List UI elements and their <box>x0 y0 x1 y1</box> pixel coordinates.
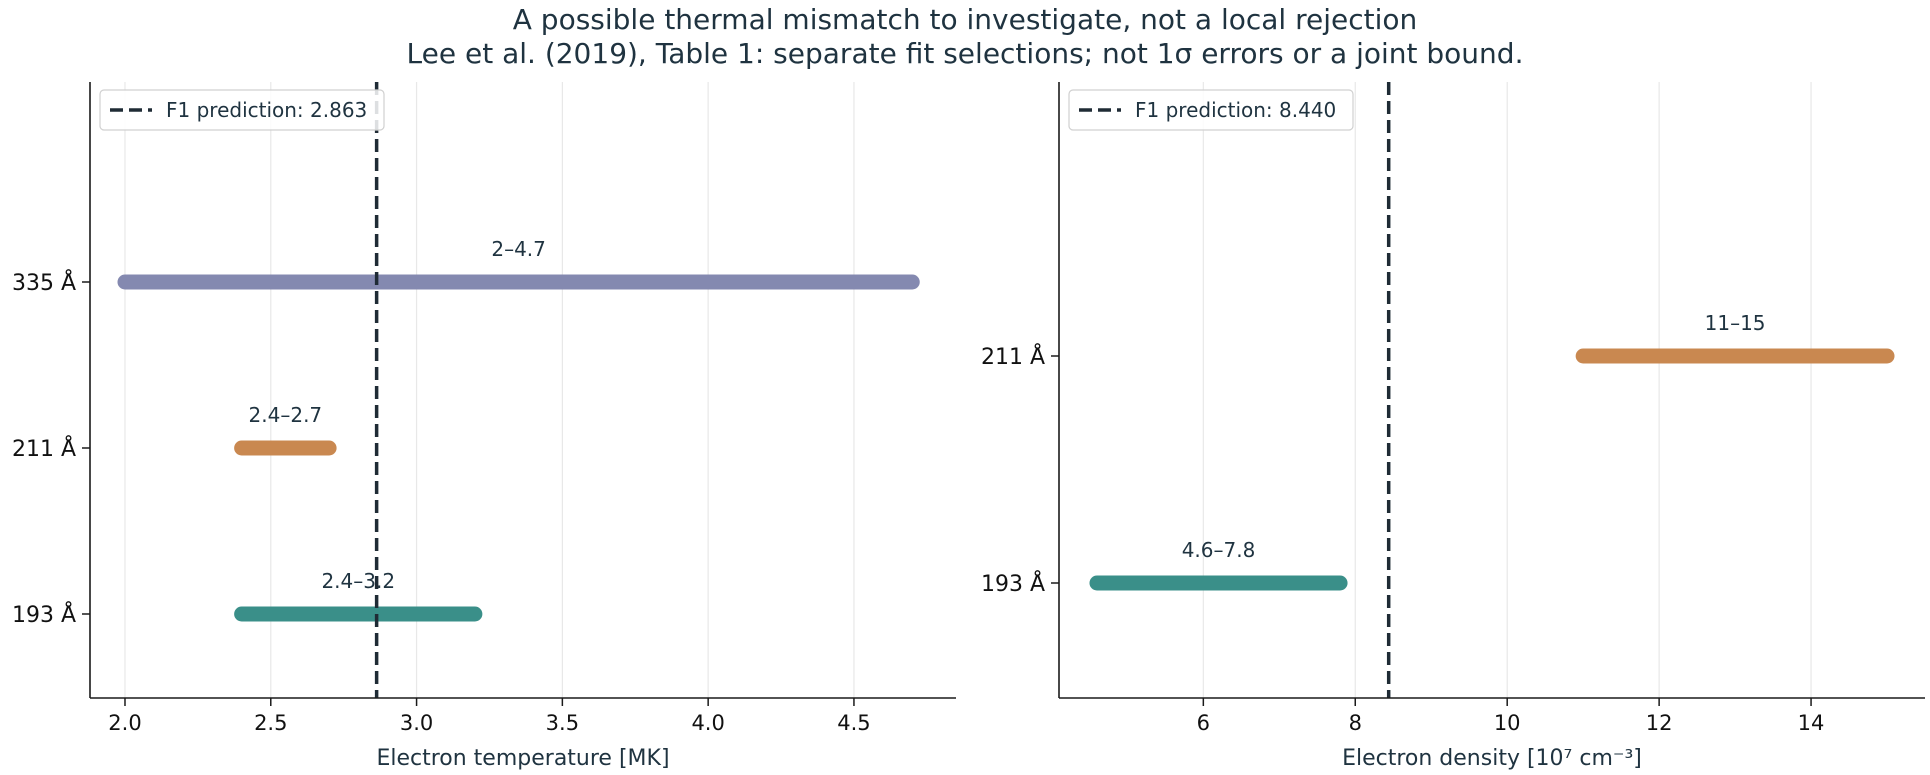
panel-1-y-tick-label: 193 Å <box>12 601 76 628</box>
panel-2-y-tick-label: 211 Å <box>981 343 1045 370</box>
panel-2-range-label: 11–15 <box>1705 311 1766 335</box>
panel-1-x-tick-label: 4.0 <box>691 711 724 735</box>
panel-1-x-axis-label: Electron temperature [MK] <box>376 746 669 771</box>
panel-2-legend-box <box>1068 89 1354 131</box>
panel-2-legend-label: F1 prediction: 8.440 <box>1135 98 1336 122</box>
panel-1-x-tick-label: 2.5 <box>254 711 287 735</box>
panel-2-x-tick-label: 6 <box>1197 711 1210 735</box>
panel-1-y-tick-label: 211 Å <box>12 435 76 462</box>
panel-1-range-label: 2.4–3.2 <box>321 569 395 593</box>
panel-1-legend-box <box>99 89 385 131</box>
panel-1-x-tick-label: 3.0 <box>400 711 433 735</box>
chart-title: A possible thermal mismatch to investiga… <box>512 3 1418 36</box>
panel-2-range-label: 4.6–7.8 <box>1182 538 1256 562</box>
panel-1-x-tick-label: 3.5 <box>546 711 579 735</box>
panel-1-legend-label: F1 prediction: 2.863 <box>166 98 367 122</box>
chart-subtitle: Lee et al. (2019), Table 1: separate fit… <box>406 37 1524 70</box>
panel-1-x-tick-label: 4.5 <box>837 711 870 735</box>
panel-2-x-axis-label: Electron density [10⁷ cm⁻³] <box>1342 746 1642 771</box>
panel-1-range-label: 2.4–2.7 <box>249 403 323 427</box>
panel-2-y-tick-label: 193 Å <box>981 570 1045 597</box>
panel-2-x-tick-label: 8 <box>1349 711 1362 735</box>
panel-2-x-tick-label: 10 <box>1494 711 1521 735</box>
panel-2-x-tick-label: 12 <box>1646 711 1673 735</box>
panel-1-range-label: 2–4.7 <box>491 237 546 261</box>
panel-1-x-tick-label: 2.0 <box>108 711 141 735</box>
panel-1-y-tick-label: 335 Å <box>12 269 76 296</box>
panel-2-x-tick-label: 14 <box>1798 711 1825 735</box>
